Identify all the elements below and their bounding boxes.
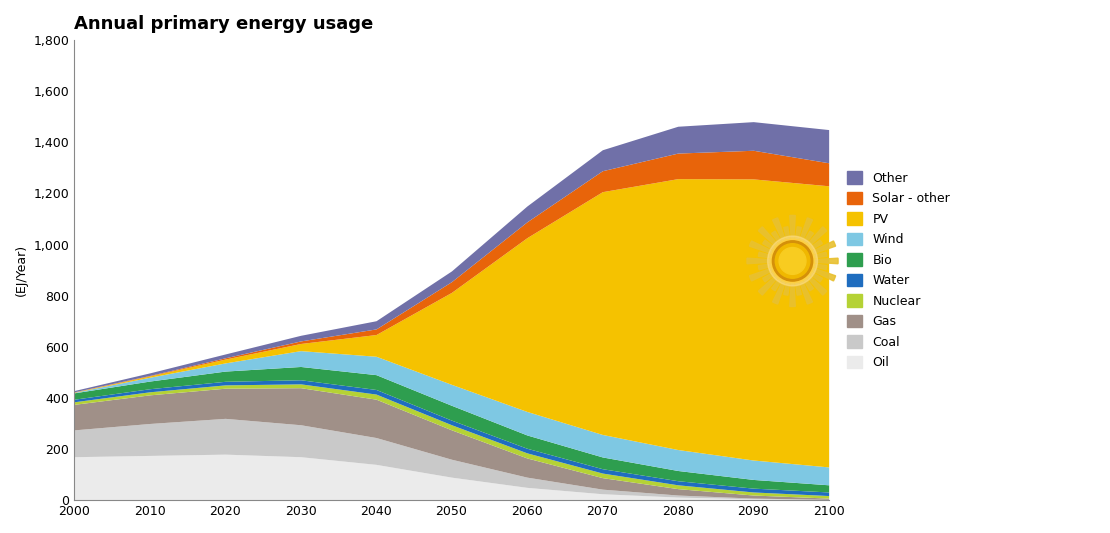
- Circle shape: [775, 244, 810, 278]
- Wedge shape: [804, 279, 814, 291]
- Wedge shape: [784, 283, 789, 295]
- Wedge shape: [789, 215, 796, 238]
- Wedge shape: [784, 227, 789, 239]
- Wedge shape: [771, 231, 781, 243]
- Wedge shape: [749, 269, 771, 281]
- Wedge shape: [811, 272, 823, 282]
- Wedge shape: [800, 218, 813, 240]
- Wedge shape: [758, 276, 777, 295]
- Circle shape: [779, 247, 806, 274]
- Wedge shape: [789, 284, 796, 306]
- Wedge shape: [749, 241, 771, 254]
- Wedge shape: [758, 264, 770, 270]
- Wedge shape: [771, 279, 781, 291]
- Wedge shape: [804, 231, 814, 243]
- Wedge shape: [800, 281, 813, 304]
- Wedge shape: [747, 258, 769, 264]
- Wedge shape: [796, 227, 801, 239]
- Text: Annual primary energy usage: Annual primary energy usage: [74, 15, 374, 33]
- Circle shape: [768, 236, 817, 286]
- Wedge shape: [808, 227, 827, 246]
- Wedge shape: [815, 252, 827, 258]
- Wedge shape: [814, 241, 836, 254]
- Y-axis label: (EJ/Year): (EJ/Year): [16, 244, 28, 296]
- Wedge shape: [758, 227, 777, 246]
- Wedge shape: [815, 264, 827, 270]
- Wedge shape: [808, 276, 827, 295]
- Circle shape: [773, 241, 813, 281]
- Wedge shape: [816, 258, 838, 264]
- Legend: Other, Solar - other, PV, Wind, Bio, Water, Nuclear, Gas, Coal, Oil: Other, Solar - other, PV, Wind, Bio, Wat…: [842, 166, 956, 374]
- Wedge shape: [763, 240, 774, 249]
- Wedge shape: [773, 218, 785, 240]
- Wedge shape: [814, 269, 836, 281]
- Wedge shape: [763, 272, 774, 282]
- Wedge shape: [773, 281, 785, 304]
- Wedge shape: [758, 252, 770, 258]
- Wedge shape: [811, 240, 823, 249]
- Wedge shape: [796, 283, 801, 295]
- Circle shape: [771, 239, 814, 282]
